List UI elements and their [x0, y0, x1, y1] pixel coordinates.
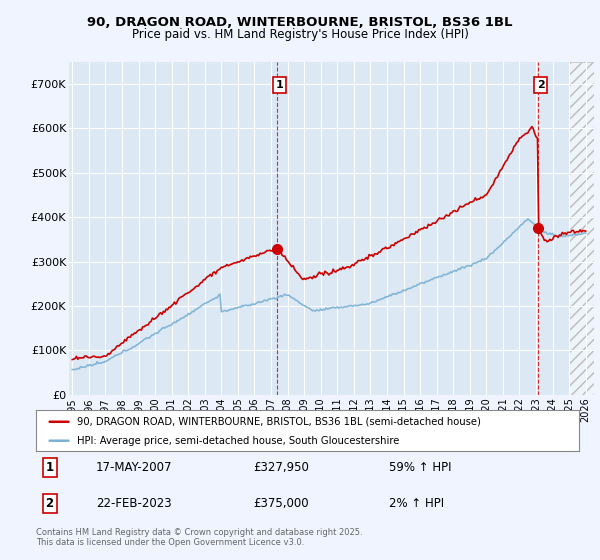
- Text: £327,950: £327,950: [253, 461, 309, 474]
- Text: 59% ↑ HPI: 59% ↑ HPI: [389, 461, 451, 474]
- Bar: [569, 62, 594, 395]
- Text: HPI: Average price, semi-detached house, South Gloucestershire: HPI: Average price, semi-detached house,…: [77, 436, 399, 446]
- Text: Price paid vs. HM Land Registry's House Price Index (HPI): Price paid vs. HM Land Registry's House …: [131, 28, 469, 41]
- Text: 22-FEB-2023: 22-FEB-2023: [96, 497, 172, 510]
- Text: Contains HM Land Registry data © Crown copyright and database right 2025.
This d: Contains HM Land Registry data © Crown c…: [36, 528, 362, 548]
- Bar: [569, 62, 594, 395]
- Text: 90, DRAGON ROAD, WINTERBOURNE, BRISTOL, BS36 1BL: 90, DRAGON ROAD, WINTERBOURNE, BRISTOL, …: [87, 16, 513, 29]
- Text: 2: 2: [46, 497, 53, 510]
- Text: 17-MAY-2007: 17-MAY-2007: [96, 461, 172, 474]
- Text: 1: 1: [46, 461, 53, 474]
- Text: £375,000: £375,000: [253, 497, 309, 510]
- Text: 2: 2: [537, 80, 545, 90]
- Text: 1: 1: [276, 80, 284, 90]
- Text: 2% ↑ HPI: 2% ↑ HPI: [389, 497, 444, 510]
- Text: 90, DRAGON ROAD, WINTERBOURNE, BRISTOL, BS36 1BL (semi-detached house): 90, DRAGON ROAD, WINTERBOURNE, BRISTOL, …: [77, 417, 481, 427]
